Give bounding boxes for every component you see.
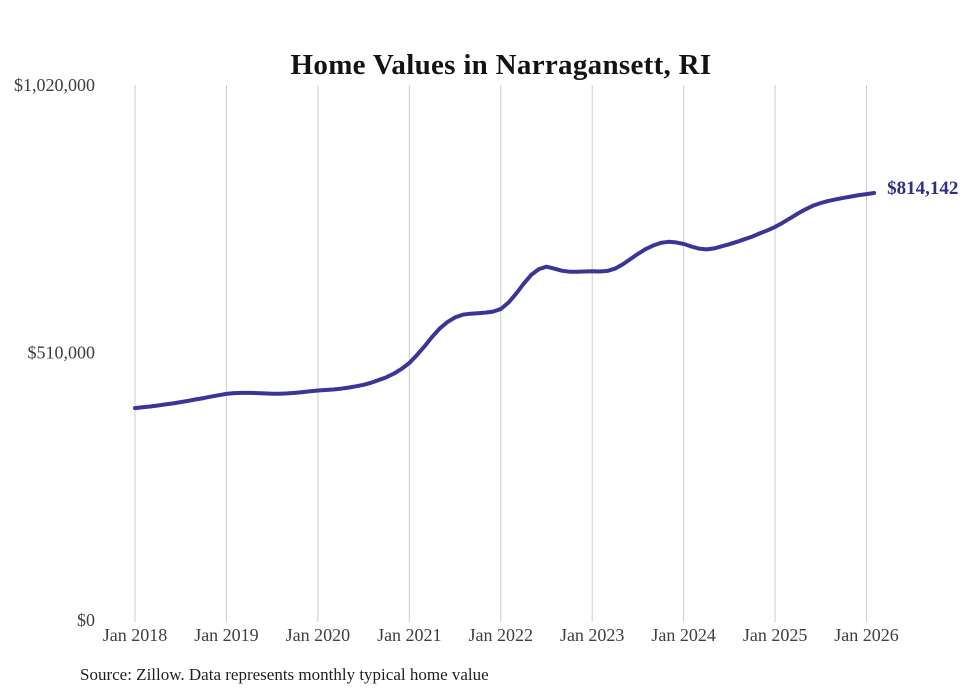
- y-axis-tick-label: $510,000: [28, 343, 96, 363]
- x-axis-tick-label: Jan 2021: [377, 625, 442, 645]
- chart-svg: Jan 2018 Jan 2019 Jan 2020 Jan 2021 Jan 2022…: [14, 75, 899, 645]
- x-axis-tick-label: Jan 2024: [651, 625, 716, 645]
- y-axis-tick-label: $0: [77, 610, 95, 630]
- x-axis-tick-label: Jan 2018: [103, 625, 168, 645]
- x-axis-tick-label: Jan 2026: [834, 625, 899, 645]
- x-axis-tick-label: Jan 2020: [286, 625, 351, 645]
- x-axis-tick-label: Jan 2023: [560, 625, 625, 645]
- x-axis-tick-label: Jan 2019: [194, 625, 259, 645]
- x-axis-tick-label: Jan 2022: [469, 625, 534, 645]
- source-note: Source: Zillow. Data represents monthly …: [80, 665, 489, 684]
- ticks-group: Jan 2018 Jan 2019 Jan 2020 Jan 2021 Jan 2022…: [14, 75, 899, 645]
- x-axis-tick-label: Jan 2025: [743, 625, 808, 645]
- series-group: [133, 191, 877, 411]
- gridlines-group: [134, 85, 868, 622]
- value-line: [133, 191, 877, 411]
- chart-title: Home Values in Narragansett, RI: [290, 49, 712, 82]
- y-axis-tick-label: $1,020,000: [14, 75, 95, 95]
- latest-value-label: $814,142: [887, 177, 959, 199]
